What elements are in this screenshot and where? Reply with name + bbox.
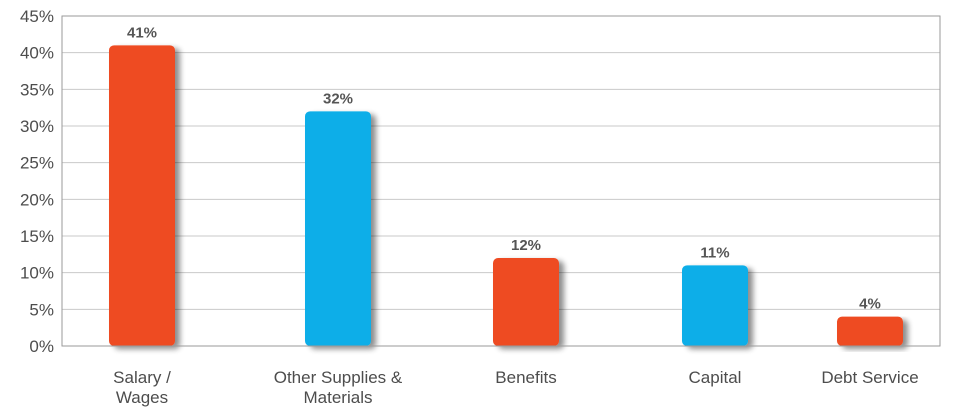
y-axis-tick-labels: 0% 5% 10% 15% 20% 25% 30% 35% 40% 45%: [20, 7, 54, 356]
category-label: Other Supplies & Materials: [274, 368, 403, 407]
y-tick-label: 0%: [29, 337, 54, 356]
category-label: Debt Service: [821, 368, 918, 387]
y-tick-label: 10%: [20, 264, 54, 283]
bar: [109, 45, 175, 346]
x-axis-category-labels: Salary / Wages Other Supplies & Materials Be…: [113, 368, 918, 407]
y-tick-label: 5%: [29, 300, 54, 319]
y-tick-label: 20%: [20, 190, 54, 209]
bar: [493, 258, 559, 346]
category-label: Benefits: [495, 368, 556, 387]
bars: [109, 45, 903, 346]
data-label: 4%: [859, 296, 881, 313]
data-labels: 41% 32% 12% 11% 4%: [127, 24, 881, 312]
data-label: 41%: [127, 24, 157, 41]
bar: [837, 316, 903, 346]
data-label: 32%: [323, 90, 353, 107]
y-tick-label: 30%: [20, 117, 54, 136]
y-tick-label: 25%: [20, 154, 54, 173]
data-label: 11%: [700, 244, 729, 261]
bar: [305, 111, 371, 346]
y-tick-label: 15%: [20, 227, 54, 246]
category-label: Capital: [689, 368, 742, 387]
y-tick-label: 35%: [20, 80, 54, 99]
data-label: 12%: [511, 237, 541, 254]
plot-area-frame: [61, 15, 941, 347]
bar: [682, 265, 748, 346]
category-label: Salary / Wages: [113, 368, 171, 407]
y-tick-label: 45%: [20, 7, 54, 26]
y-tick-label: 40%: [20, 44, 54, 63]
